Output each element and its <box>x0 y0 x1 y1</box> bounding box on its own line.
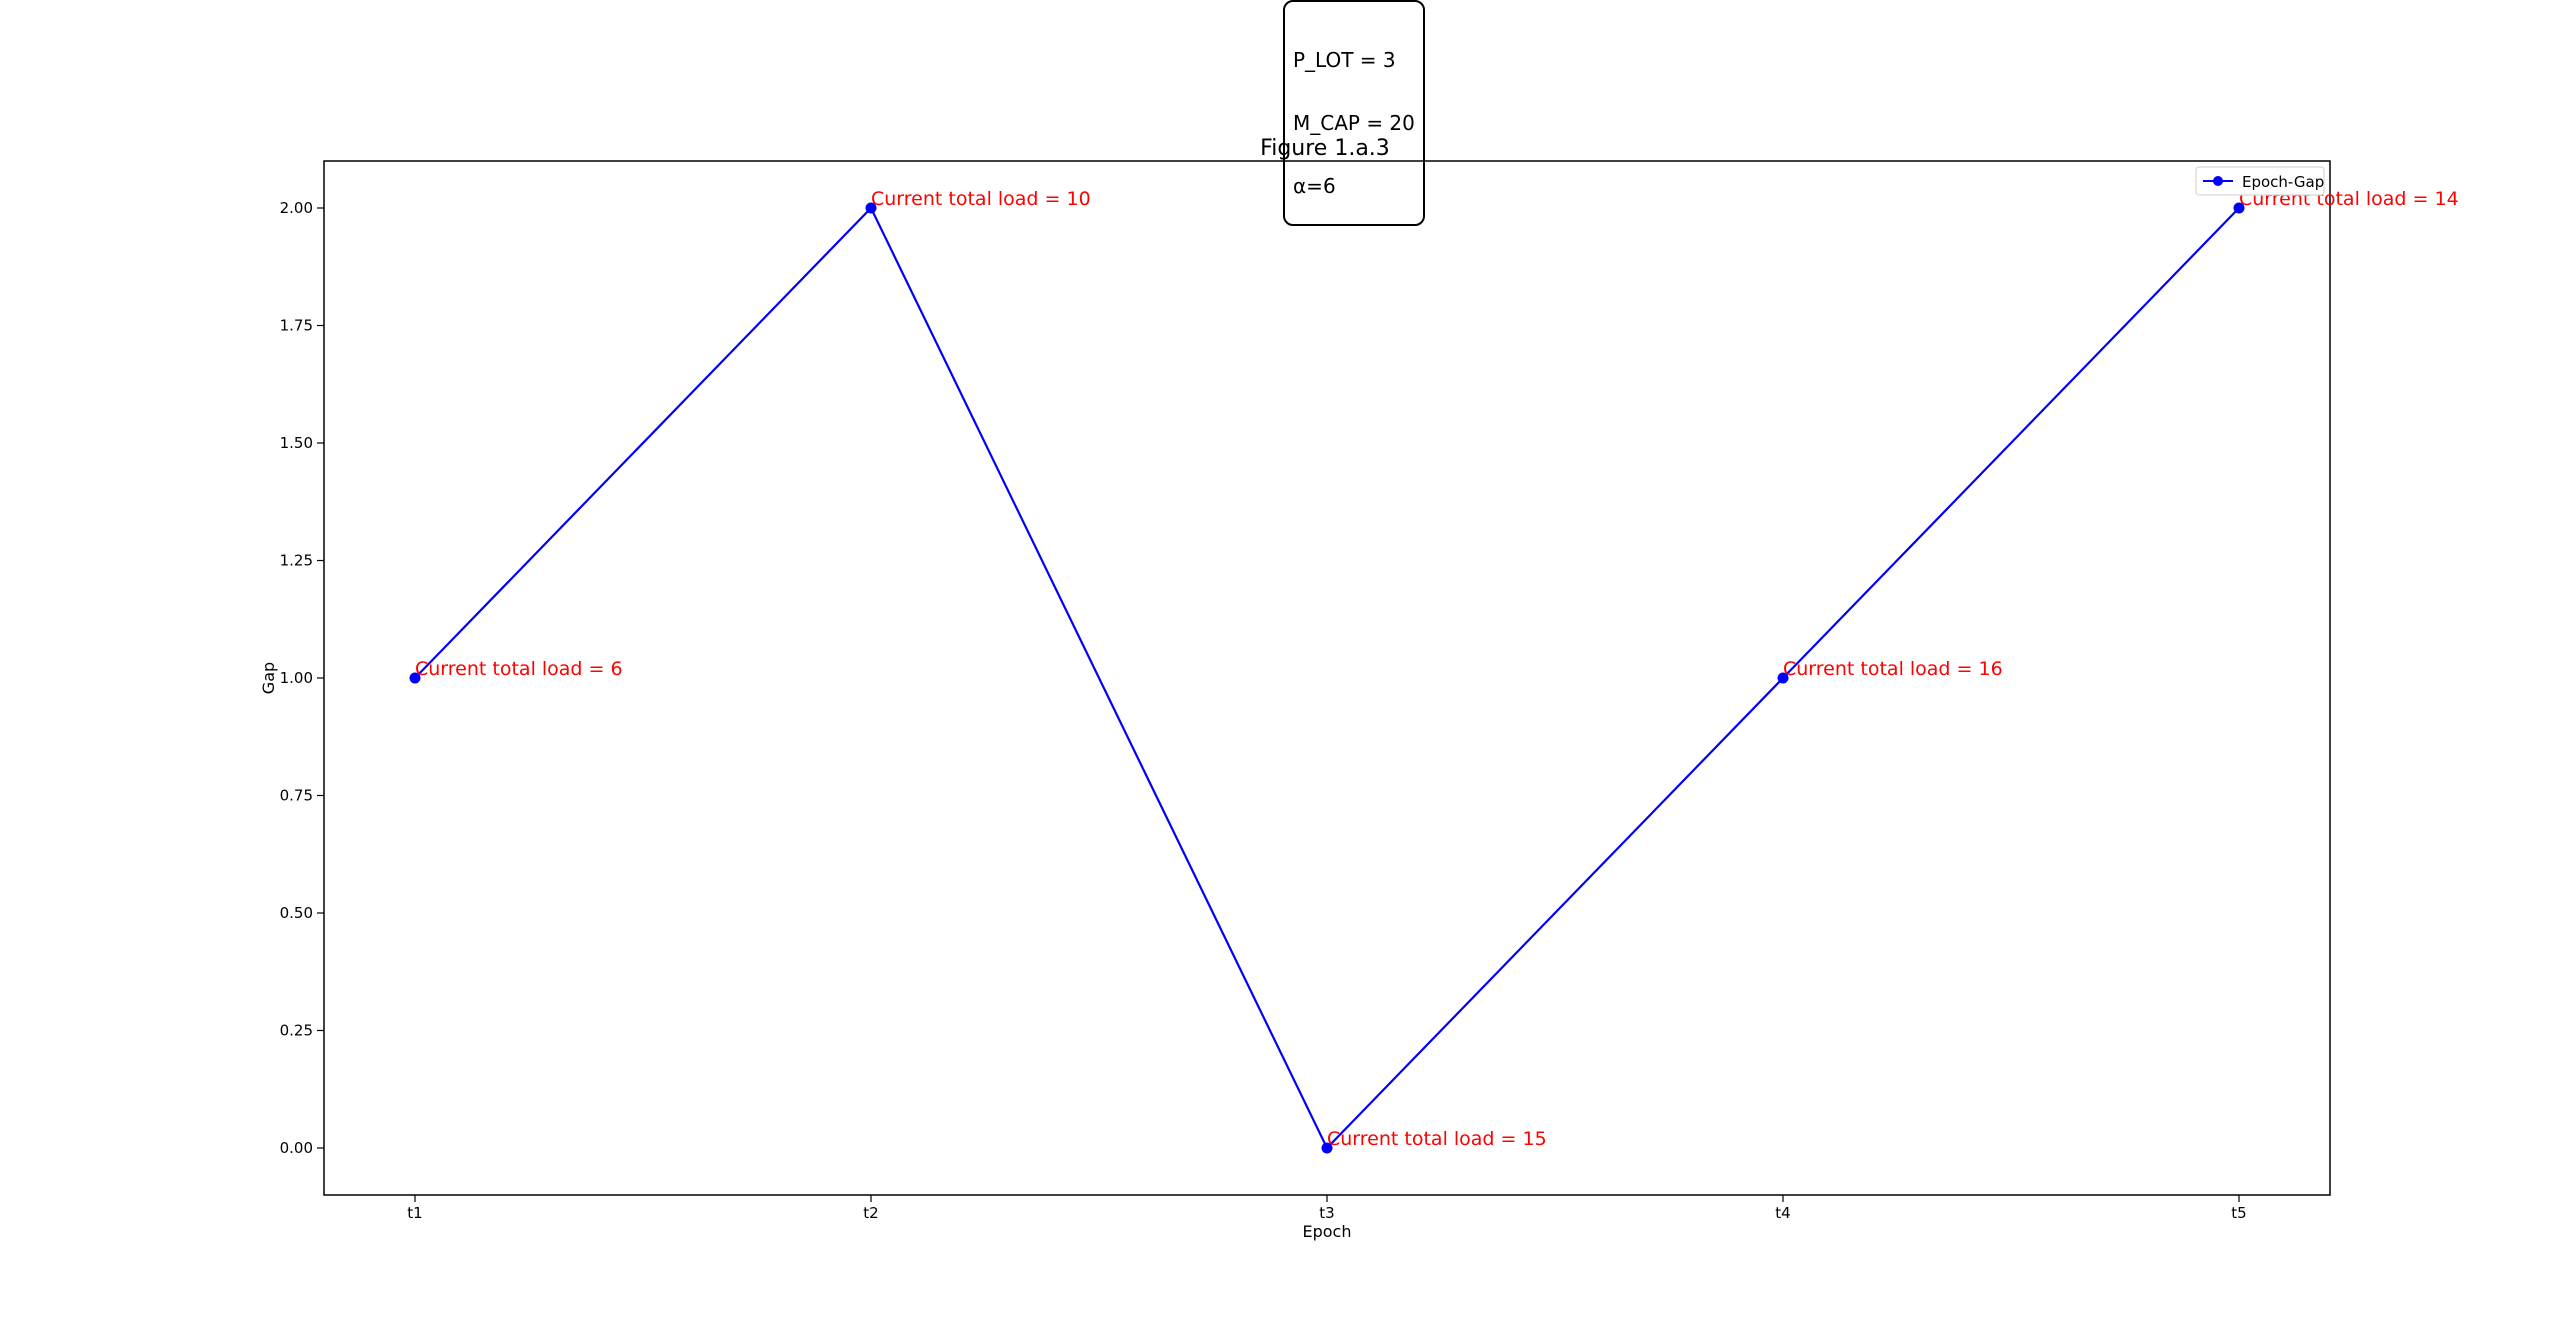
y-tick-label: 0.25 <box>280 1022 313 1040</box>
parameter-line: α=6 <box>1293 174 1336 198</box>
data-annotation: Current total load = 10 <box>871 188 1091 210</box>
x-tick-label: t5 <box>2231 1204 2246 1222</box>
data-point <box>865 202 877 214</box>
plot-area <box>323 160 2331 1196</box>
parameter-line: P_LOT = 3 <box>1293 48 1396 72</box>
y-axis: 0.00 0.25 0.50 0.75 1.00 1.25 1.50 1.75 2.00 <box>280 199 324 1157</box>
x-axis-label: Epoch <box>1303 1222 1352 1241</box>
y-tick-label: 0.00 <box>280 1139 313 1157</box>
legend-frame <box>2195 166 2325 196</box>
y-tick-label: 0.75 <box>280 787 313 805</box>
x-axis: t1 t2 t3 t4 t5 <box>407 1195 2247 1222</box>
y-tick-label: 1.00 <box>280 669 313 687</box>
x-tick-label: t2 <box>863 1204 878 1222</box>
annotation-layer: Current total load = 6 Current total load… <box>415 188 2459 1150</box>
x-tick-label: t4 <box>1775 1204 1790 1222</box>
data-point <box>1777 672 1789 684</box>
data-point <box>409 672 421 684</box>
y-axis-label: Gap <box>259 662 278 694</box>
y-tick-label: 2.00 <box>280 199 313 217</box>
data-annotation: Current total load = 16 <box>1783 658 2003 680</box>
data-annotation: Current total load = 15 <box>1327 1128 1547 1150</box>
legend: Epoch-Gap <box>2195 166 2325 196</box>
chart-title: Figure 1.a.3 <box>1260 136 1390 161</box>
data-point <box>2233 202 2245 214</box>
data-point <box>1321 1142 1333 1154</box>
x-tick-label: t3 <box>1319 1204 1334 1222</box>
y-tick-label: 1.75 <box>280 317 313 335</box>
x-tick-label: t1 <box>407 1204 422 1222</box>
parameter-box: P_LOT = 3 M_CAP = 20 α=6 <box>1283 0 1425 226</box>
legend-marker-sample <box>2213 176 2223 186</box>
data-annotation: Current total load = 6 <box>415 658 623 680</box>
series-layer <box>409 202 2245 1154</box>
y-tick-label: 0.50 <box>280 904 313 922</box>
y-tick-label: 1.25 <box>280 552 313 570</box>
legend-label: Epoch-Gap <box>2242 173 2324 191</box>
y-tick-label: 1.50 <box>280 434 313 452</box>
parameter-line: M_CAP = 20 <box>1293 111 1415 135</box>
